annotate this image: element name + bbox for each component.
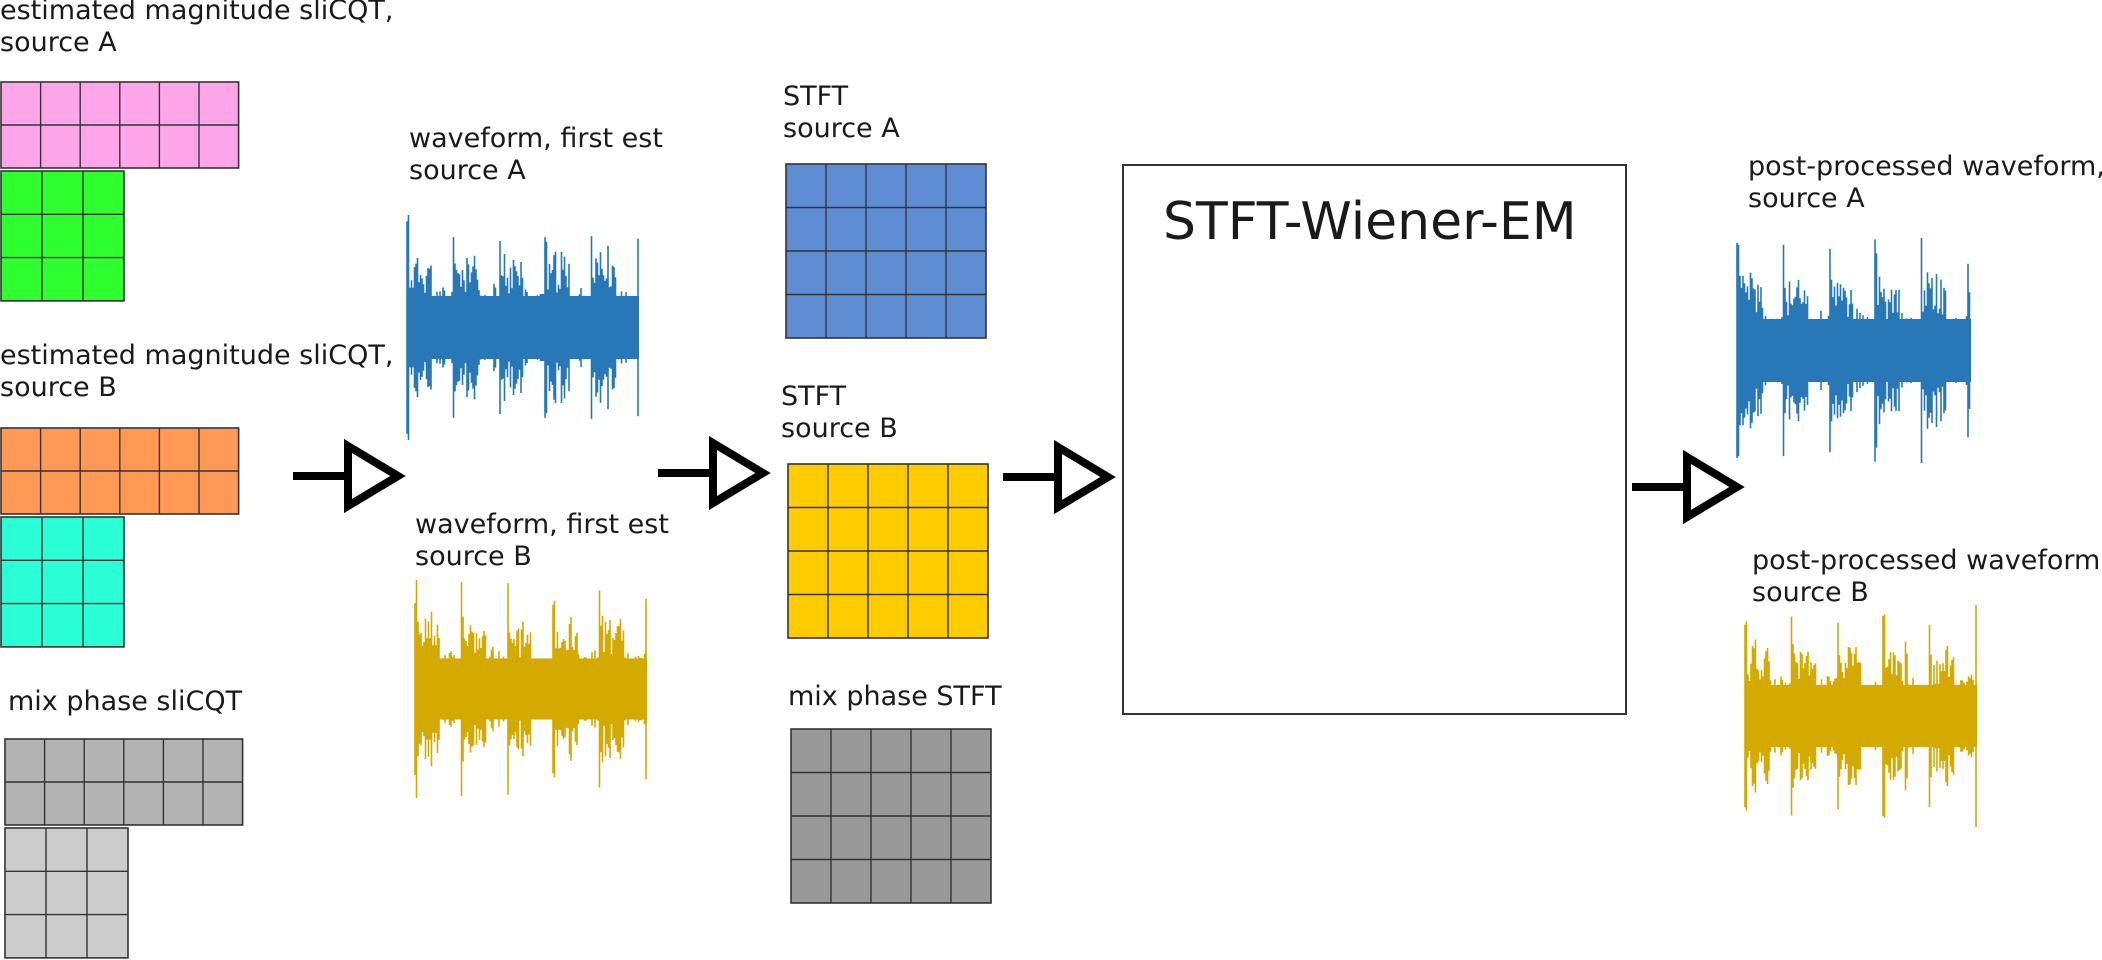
mix-phase-wide-grid xyxy=(4,738,244,826)
mag-b-wide-grid xyxy=(0,427,240,515)
wiener-em-box xyxy=(1122,164,1627,715)
mix-phase-stft-grid xyxy=(790,728,992,904)
post-waveform-b-label: post-processed waveform, source B xyxy=(1752,545,2102,608)
mag-b-narrow-grid xyxy=(0,516,125,648)
mag-a-label: estimated magnitude sliCQT, source A xyxy=(0,0,394,58)
stft-b-label: STFT source B xyxy=(781,381,898,444)
mag-a-wide-grid xyxy=(0,81,240,169)
mix-phase-slicqt-label: mix phase sliCQT xyxy=(8,686,243,717)
arrow-3-icon xyxy=(1003,439,1116,515)
mix-phase-stft-label: mix phase STFT xyxy=(788,681,1002,712)
mag-b-label: estimated magnitude sliCQT, source B xyxy=(0,340,394,403)
arrow-1-icon xyxy=(293,438,406,514)
mag-a-narrow-grid xyxy=(0,170,125,302)
wiener-em-title: STFT-Wiener-EM xyxy=(1163,192,1577,252)
arrow-4-icon xyxy=(1632,449,1745,525)
waveform-b xyxy=(414,580,647,798)
waveform-a-label: waveform, first est source A xyxy=(409,123,663,186)
mix-phase-narrow-grid xyxy=(4,827,129,959)
stft-b-grid xyxy=(787,463,989,639)
arrow-2-icon xyxy=(658,435,771,511)
post-waveform-a-label: post-processed waveform, source A xyxy=(1748,151,2102,214)
post-waveform-b xyxy=(1744,605,1977,827)
stft-a-label: STFT source A xyxy=(783,81,900,144)
stft-a-grid xyxy=(785,163,987,339)
waveform-a xyxy=(406,215,639,440)
post-waveform-a xyxy=(1736,238,1971,463)
waveform-b-label: waveform, first est source B xyxy=(415,509,669,572)
